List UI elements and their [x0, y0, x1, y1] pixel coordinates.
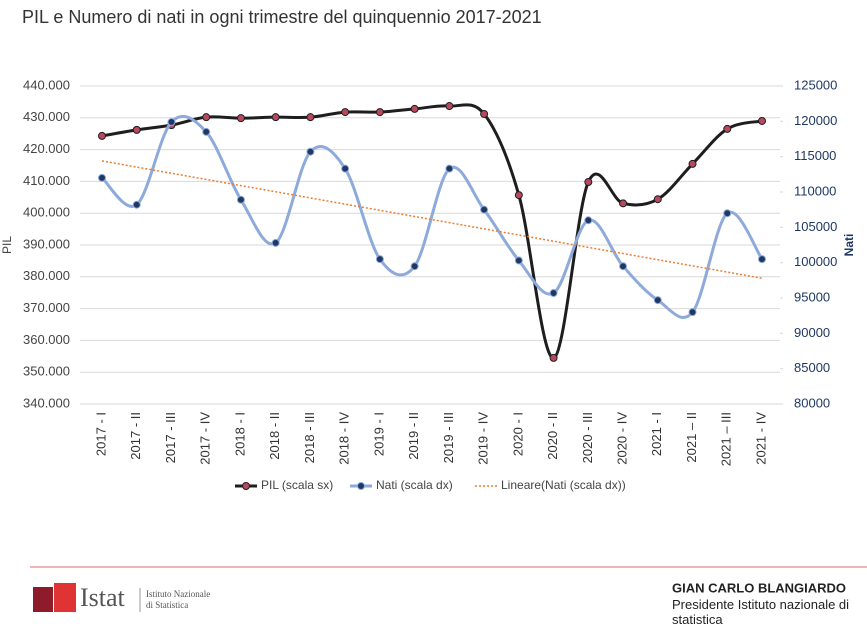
x-tick-label: 2020 - I: [510, 412, 525, 456]
series-line: [100, 114, 764, 319]
x-tick-label: 2017 - II: [128, 412, 143, 460]
point: [341, 164, 350, 173]
chart-title: PIL e Numero di nati in ogni trimestre d…: [22, 7, 542, 27]
x-tick-label: 2020 - II: [545, 412, 560, 460]
point: [98, 173, 106, 182]
point: [514, 191, 523, 200]
point: [758, 255, 766, 264]
y2-tick-label: 85000: [794, 360, 830, 375]
x-tick-label: 2021 – II: [684, 412, 699, 463]
point: [688, 308, 697, 317]
x-tick-label: 2018 - III: [302, 412, 317, 463]
x-tick-label: 2020 - IV: [614, 412, 629, 465]
x-tick-label: 2017 - IV: [198, 412, 213, 465]
y-axis-label: PIL: [0, 236, 14, 254]
legend-label: Nati (scala dx): [376, 478, 453, 492]
point: [584, 216, 593, 225]
point: [167, 118, 176, 127]
series-line: [101, 103, 763, 360]
footer-role: Presidente Istituto nazionale di statist…: [672, 597, 850, 627]
x-tick-label: 2021 - I: [649, 412, 664, 456]
y-tick-label: 430.000: [23, 109, 70, 124]
point: [132, 125, 141, 134]
y-tick-label: 420.000: [23, 141, 70, 156]
x-tick-label: 2021 – III: [719, 412, 734, 466]
y2-tick-label: 105000: [794, 219, 837, 234]
point: [410, 262, 419, 271]
point: [271, 238, 280, 247]
point: [758, 116, 766, 125]
point: [306, 147, 315, 156]
point: [480, 109, 489, 118]
point: [202, 127, 211, 136]
point: [132, 200, 141, 209]
legend-marker: [242, 482, 250, 490]
y-tick-label: 360.000: [23, 332, 70, 347]
x-tick-label: 2021 - IV: [753, 412, 768, 465]
y2-tick-label: 80000: [794, 395, 830, 410]
footer-name: GIAN CARLO BLANGIARDO: [672, 580, 846, 595]
y2-tick-label: 90000: [794, 325, 830, 340]
y2-tick-label: 115000: [794, 148, 836, 163]
point: [341, 108, 350, 117]
y2-tick-label: 110000: [794, 183, 836, 198]
x-tick-label: 2019 - II: [406, 412, 421, 460]
point: [98, 131, 106, 140]
logo-sub: Istituto Nazionale: [146, 589, 210, 599]
point: [271, 113, 280, 122]
y2-axis-label: Nati: [842, 234, 856, 257]
point: [236, 114, 245, 123]
logo-block: [54, 583, 76, 612]
logo-text: Istat: [80, 583, 126, 612]
y2-tick-label: 120000: [794, 113, 837, 128]
point: [236, 195, 245, 204]
point: [688, 159, 697, 168]
point: [549, 353, 558, 362]
x-tick-label: 2018 - II: [267, 412, 282, 460]
x-tick-label: 2017 - III: [163, 412, 178, 463]
point: [375, 255, 384, 264]
point: [306, 113, 315, 122]
y-tick-label: 380.000: [23, 268, 70, 283]
x-tick-label: 2020 - III: [580, 412, 595, 463]
y-tick-label: 350.000: [23, 364, 70, 379]
point: [723, 209, 732, 218]
legend-label: PIL (scala sx): [261, 478, 333, 492]
y-tick-label: 440.000: [23, 77, 70, 92]
point: [202, 113, 211, 122]
y2-tick-label: 100000: [794, 254, 837, 269]
point: [445, 164, 454, 173]
point: [549, 289, 558, 298]
point: [584, 178, 593, 187]
point: [375, 108, 384, 117]
x-tick-label: 2017 - I: [93, 412, 108, 456]
logo-sub: di Statistica: [146, 600, 188, 610]
legend-label: Lineare(Nati (scala dx)): [501, 478, 626, 492]
y2-tick-label: 95000: [794, 289, 830, 304]
y-tick-label: 410.000: [23, 173, 70, 188]
y-tick-label: 390.000: [23, 236, 70, 251]
point: [445, 102, 454, 111]
x-tick-label: 2019 - III: [441, 412, 456, 463]
y2-tick-label: 125000: [794, 77, 837, 92]
point: [619, 199, 628, 208]
point: [514, 256, 523, 265]
point: [723, 124, 732, 133]
x-tick-label: 2019 - I: [371, 412, 386, 456]
y-tick-label: 370.000: [23, 300, 70, 315]
point: [619, 262, 628, 271]
x-tick-label: 2018 - I: [232, 412, 247, 456]
x-tick-label: 2019 - IV: [476, 412, 491, 465]
point: [410, 104, 419, 113]
legend-marker: [357, 482, 365, 490]
y-tick-label: 400.000: [23, 205, 70, 220]
y-tick-label: 340.000: [23, 395, 70, 410]
x-tick-label: 2018 - IV: [337, 412, 352, 465]
point: [480, 205, 489, 214]
point: [653, 296, 662, 305]
point: [653, 195, 662, 204]
logo-block: [33, 587, 53, 612]
